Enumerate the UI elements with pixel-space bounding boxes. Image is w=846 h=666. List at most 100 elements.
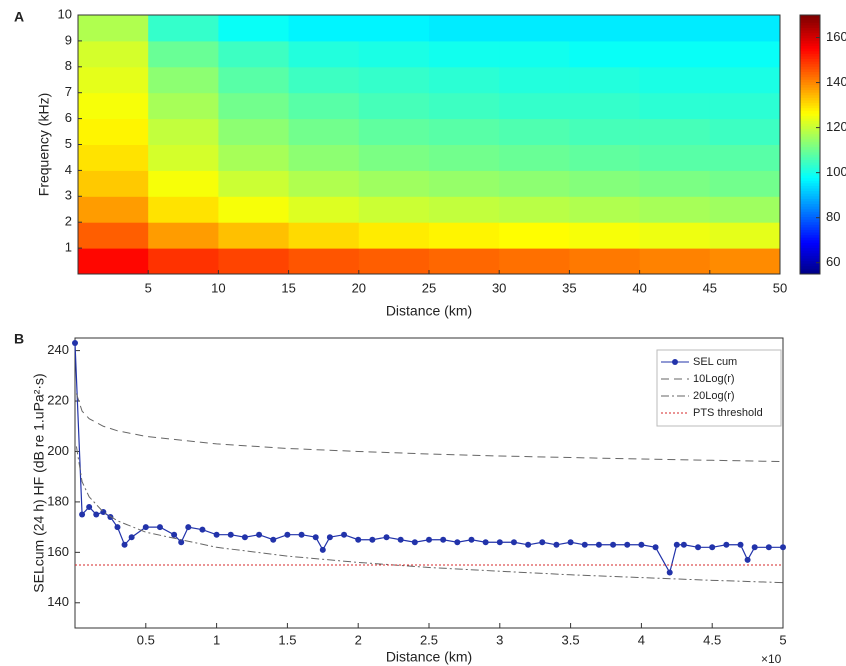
- heat-cell: [358, 15, 430, 42]
- heat-cell: [218, 15, 290, 42]
- heat-cell: [709, 248, 781, 275]
- data-point: [121, 541, 128, 548]
- series-line: [75, 393, 784, 463]
- x-tick-label: 25: [422, 280, 436, 295]
- heat-cell: [429, 248, 500, 275]
- heat-cell: [148, 170, 219, 197]
- heat-cell: [148, 248, 219, 275]
- colorbar-swatch: [800, 201, 820, 205]
- x-axis-label: Distance (km): [386, 649, 472, 665]
- legend-label: SEL cum: [693, 356, 737, 368]
- data-point: [744, 556, 751, 563]
- data-point: [652, 544, 659, 551]
- heat-cell: [288, 222, 360, 249]
- colorbar-swatch: [800, 180, 820, 184]
- colorbar-swatch: [800, 30, 820, 34]
- data-point: [695, 544, 702, 551]
- x-tick-label: 1.5: [278, 632, 296, 647]
- colorbar-swatch: [800, 191, 820, 195]
- colorbar-swatch: [800, 118, 820, 122]
- colorbar-swatch: [800, 170, 820, 174]
- data-point: [86, 503, 93, 510]
- heat-cell: [639, 66, 711, 94]
- heat-cell: [218, 144, 290, 171]
- data-point: [397, 536, 404, 543]
- colorbar-swatch: [800, 258, 820, 262]
- data-point: [369, 536, 376, 543]
- data-point: [440, 536, 447, 543]
- heat-cell: [358, 118, 430, 145]
- data-point: [780, 544, 786, 551]
- heat-cell: [569, 40, 641, 68]
- colorbar-swatch: [800, 95, 820, 99]
- heat-cell: [148, 222, 219, 249]
- colorbar-swatch: [800, 235, 820, 239]
- heat-cell: [78, 92, 149, 120]
- data-point: [156, 524, 163, 531]
- colorbar-swatch: [800, 48, 820, 52]
- colorbar-swatch: [800, 46, 820, 50]
- colorbar-swatch: [800, 154, 820, 158]
- heat-cell: [499, 15, 570, 42]
- colorbar-swatch: [800, 237, 820, 241]
- colorbar-swatch: [800, 126, 820, 130]
- heat-cell: [358, 196, 430, 223]
- y-tick-label: 220: [47, 392, 69, 407]
- x-tick-label: 1: [213, 632, 220, 647]
- heat-cell: [218, 170, 290, 197]
- colorbar-swatch: [800, 82, 820, 86]
- heat-cell: [148, 196, 219, 223]
- data-point: [256, 531, 263, 538]
- colorbar-swatch: [800, 167, 820, 171]
- heat-cell: [218, 92, 290, 120]
- panel-label: B: [14, 331, 24, 347]
- heat-cell: [639, 144, 711, 171]
- colorbar-swatch: [800, 113, 820, 117]
- colorbar-swatch: [800, 123, 820, 127]
- heat-cell: [639, 196, 711, 223]
- heat-cell: [358, 248, 430, 275]
- colorbar-swatch: [800, 116, 820, 120]
- heat-cell: [358, 170, 430, 197]
- colorbar-swatch: [800, 219, 820, 223]
- colorbar-swatch: [800, 15, 820, 19]
- heat-cell: [569, 248, 641, 275]
- colorbar-swatch: [800, 229, 820, 234]
- colorbar-swatch: [800, 84, 820, 89]
- data-point: [142, 524, 149, 531]
- heat-cell: [288, 118, 360, 145]
- y-tick-label: 160: [47, 544, 69, 559]
- data-point: [709, 544, 716, 551]
- heat-cell: [218, 66, 290, 94]
- colorbar-swatch: [800, 162, 820, 166]
- data-point: [241, 534, 248, 541]
- heat-cell: [429, 66, 500, 94]
- heat-cell: [569, 92, 641, 120]
- colorbar-swatch: [800, 248, 820, 252]
- data-point: [666, 569, 673, 576]
- colorbar-swatch: [800, 43, 820, 47]
- data-point: [128, 534, 135, 541]
- data-point: [510, 539, 517, 546]
- colorbar-swatch: [800, 87, 820, 91]
- heat-cell: [78, 66, 149, 94]
- colorbar-swatch: [800, 268, 820, 272]
- colorbar-swatch: [800, 178, 820, 182]
- data-point: [227, 531, 234, 538]
- heat-cell: [499, 92, 570, 120]
- heat-cell: [429, 92, 500, 120]
- x-tick-label: 40: [632, 280, 646, 295]
- y-tick-label: 200: [47, 443, 69, 458]
- heat-cell: [709, 144, 781, 171]
- heat-cell: [148, 118, 219, 145]
- x-tick-label: 2: [355, 632, 362, 647]
- colorbar-swatch: [800, 53, 820, 57]
- data-point: [624, 541, 631, 548]
- colorbar-swatch: [800, 121, 820, 125]
- colorbar-swatch: [800, 59, 820, 63]
- colorbar-swatch: [800, 38, 820, 42]
- heat-cell: [709, 66, 781, 94]
- heat-cell: [148, 15, 219, 42]
- heat-cell: [639, 40, 711, 68]
- colorbar-swatch: [800, 240, 820, 244]
